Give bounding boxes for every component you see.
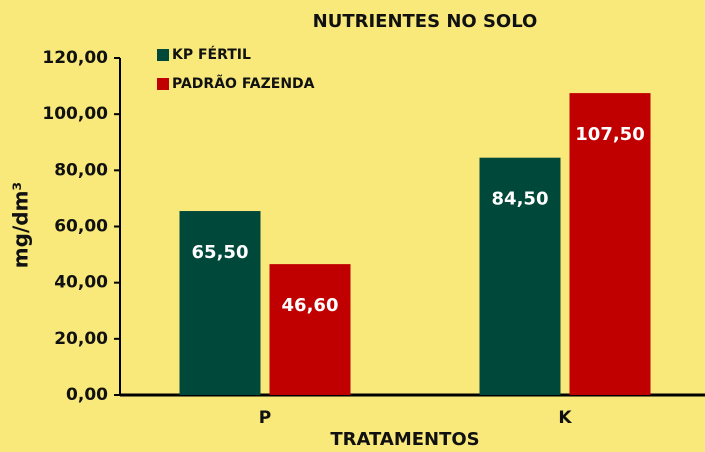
value-label: 84,50 [492,189,549,210]
x-tick-label: K [558,408,572,428]
y-tick-label: 40,00 [54,273,108,293]
x-axis-label: TRATAMENTOS [330,429,479,450]
legend-swatch [157,78,169,90]
y-tick-label: 0,00 [66,385,108,405]
y-tick-label: 120,00 [42,48,108,68]
y-tick-label: 20,00 [54,329,108,349]
bar [479,157,561,395]
legend-label: KP FÉRTIL [172,46,251,63]
value-label: 107,50 [575,124,644,145]
y-tick-label: 100,00 [42,104,108,124]
bar [269,264,351,395]
legend-swatch [157,49,169,61]
value-label: 65,50 [192,242,249,263]
y-tick-label: 60,00 [54,217,108,237]
bar [179,211,261,395]
bar [569,93,651,396]
legend-label: PADRÃO FAZENDA [172,75,315,92]
value-label: 46,60 [282,295,339,316]
y-axis-label: mg/dm³ [9,182,33,268]
x-tick-label: P [259,408,271,428]
y-tick-label: 80,00 [54,160,108,180]
chart-title: NUTRIENTES NO SOLO [313,11,538,32]
